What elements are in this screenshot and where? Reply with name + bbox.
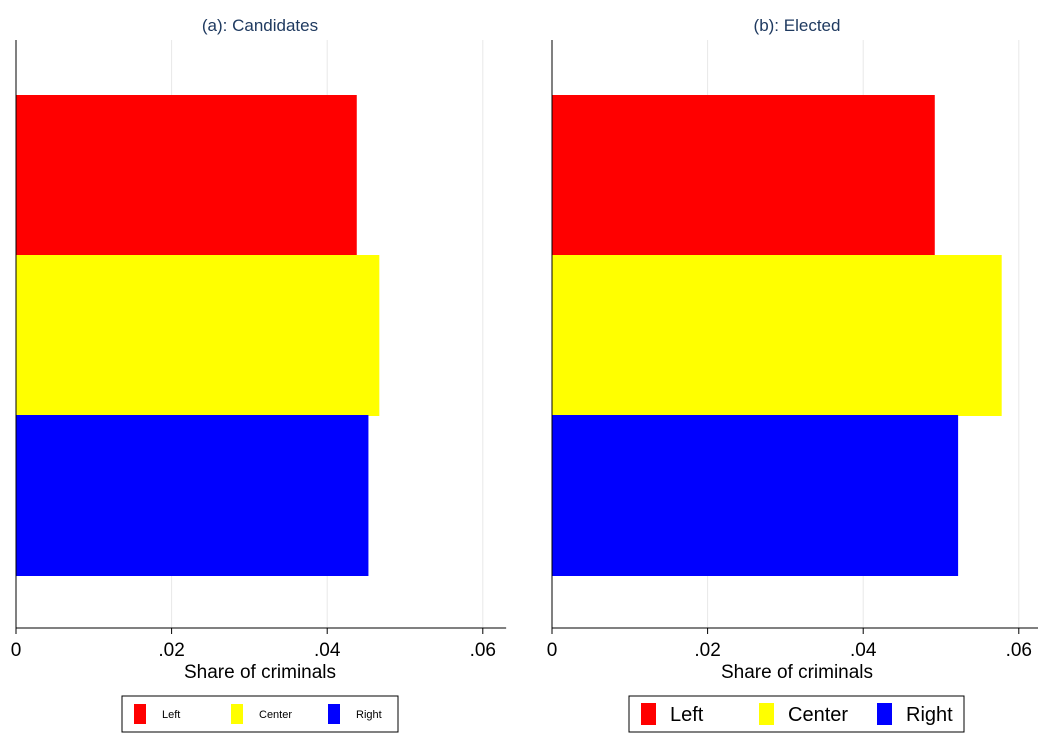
panel-a-title: (a): Candidates — [202, 16, 318, 35]
panel-b-bar-center — [552, 255, 1002, 416]
panel-a-legend-label-left: Left — [162, 709, 180, 721]
panel-a-tick-label-0: 0 — [11, 640, 22, 661]
panel-b-bar-right — [552, 415, 959, 576]
panel-a-tick-label-3: .06 — [470, 640, 496, 661]
panel-b-tick-label-0: 0 — [547, 640, 558, 661]
panel-b-legend-label-left: Left — [670, 704, 704, 726]
panel-a-bar-center — [16, 255, 380, 416]
panel-a-bar-left — [16, 95, 357, 256]
panel-a-x-axis-label: Share of criminals — [184, 662, 336, 683]
panel-a-tick-label-2: .04 — [314, 640, 341, 661]
panel-b-legend-label-center: Center — [788, 704, 848, 726]
panel-b-title: (b): Elected — [754, 16, 841, 35]
panel-b-tick-label-1: .02 — [694, 640, 720, 661]
panel-a-legend-swatch-left — [134, 704, 146, 724]
panel-b-legend-label-right: Right — [906, 704, 953, 726]
panel-a-legend-swatch-center — [231, 704, 243, 724]
panel-b-legend-swatch-center — [759, 703, 774, 725]
panel-a-legend-label-center: Center — [259, 709, 292, 721]
panel-b-legend-box — [628, 695, 965, 733]
panel-b-x-axis-label: Share of criminals — [721, 662, 873, 683]
panel-a-legend-swatch-right — [328, 704, 340, 724]
panel-b-legend-swatch-left — [641, 703, 656, 725]
panel-b-legend-swatch-right — [877, 703, 892, 725]
panel-a-legend-box — [121, 695, 399, 733]
panel-b-bar-left — [552, 95, 935, 256]
panel-a-tick-label-1: .02 — [158, 640, 184, 661]
panel-b-tick-label-3: .06 — [1006, 640, 1032, 661]
panel-b-tick-label-2: .04 — [850, 640, 877, 661]
panel-a-legend-label-right: Right — [356, 709, 382, 721]
panel-a-bar-right — [16, 415, 369, 576]
